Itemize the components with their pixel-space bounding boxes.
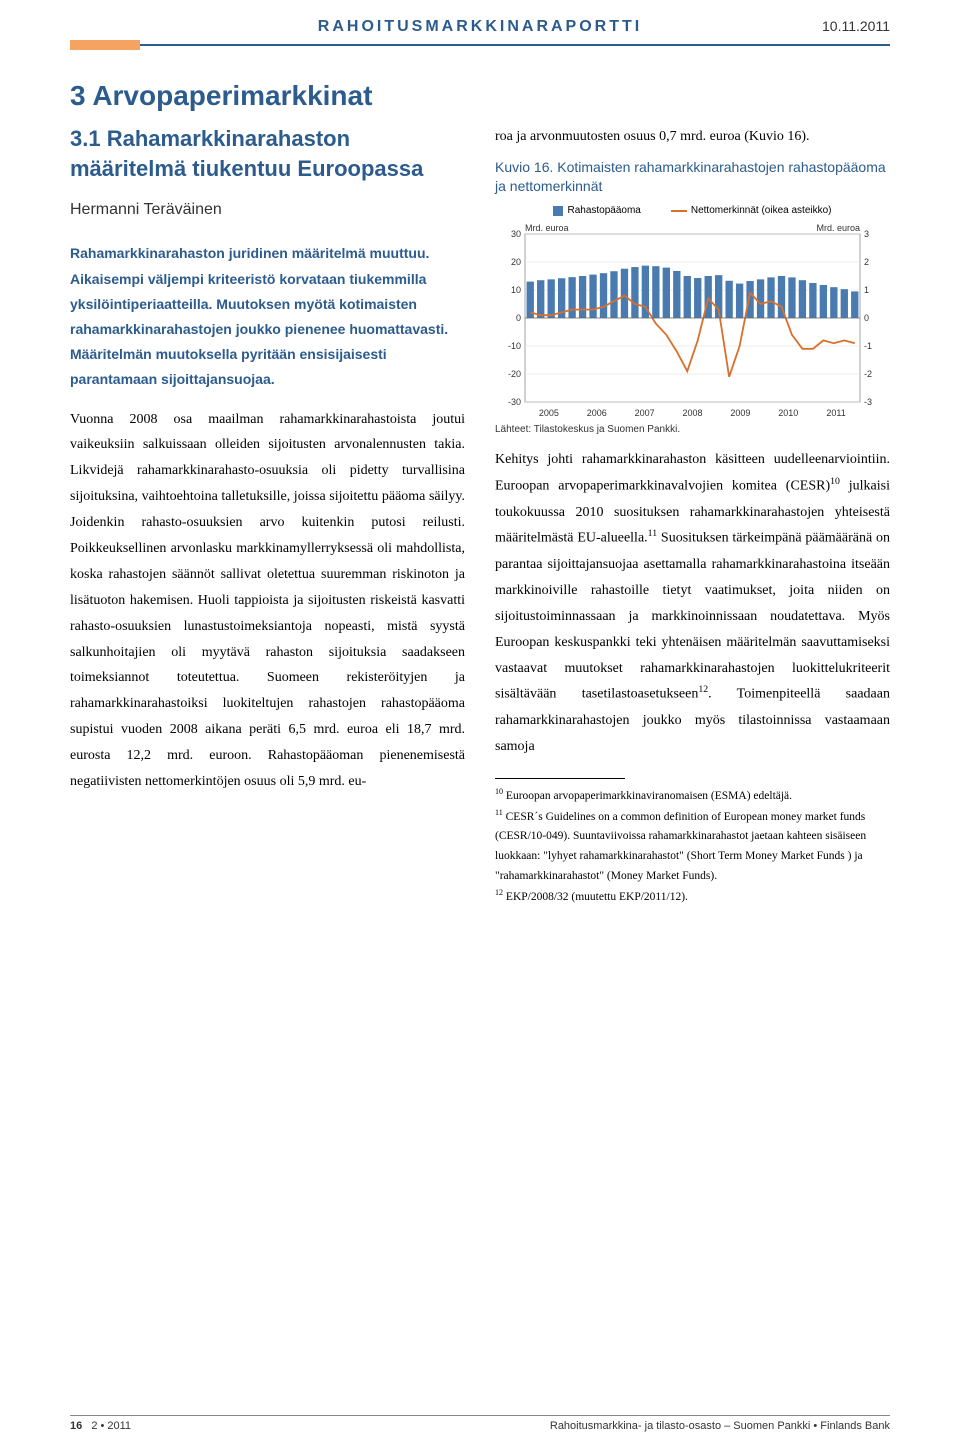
legend-line: Nettomerkinnät (oikea asteikko) [671,205,832,216]
footnote-10-text: Euroopan arvopaperimarkkinaviranomaisen … [506,790,792,802]
footnote-12: 12 EKP/2008/32 (muutettu EKP/2011/12). [495,886,890,907]
svg-text:0: 0 [864,313,869,323]
svg-text:1: 1 [864,285,869,295]
legend-line-swatch [671,210,687,212]
right-continuation: roa ja arvonmuutosten osuus 0,7 mrd. eur… [495,124,890,150]
svg-text:20: 20 [511,257,521,267]
intro-summary: Rahamarkkinarahaston juridinen määritelm… [70,241,465,392]
footnote-ref-10: 10 [830,476,840,487]
legend-bar-label: Rahastopääoma [567,205,640,216]
report-date: 10.11.2011 [822,18,890,34]
legend-line-label: Nettomerkinnät (oikea asteikko) [691,205,832,216]
svg-text:-1: -1 [864,341,872,351]
svg-text:30: 30 [511,229,521,239]
footnote-ref-11: 11 [648,528,657,539]
svg-text:2010: 2010 [778,408,798,418]
column-right: roa ja arvonmuutosten osuus 0,7 mrd. eur… [495,124,890,908]
svg-text:2005: 2005 [539,408,559,418]
footnote-separator [495,778,625,779]
header-rule [70,44,890,46]
left-body-text: Vuonna 2008 osa maailman rahamarkkinarah… [70,407,465,795]
legend-bar: Rahastopääoma [553,205,640,216]
footnote-ref-12: 12 [698,684,708,695]
footnote-10: 10 Euroopan arvopaperimarkkinaviranomais… [495,785,890,806]
section-title: 3 Arvopaperimarkkinat [70,80,890,112]
page-footer: 16 2 • 2011 Rahoitusmarkkina- ja tilasto… [70,1415,890,1432]
svg-text:2008: 2008 [682,408,702,418]
content-area: 3 Arvopaperimarkkinat 3.1 Rahamarkkinara… [0,60,960,908]
chart-source: Lähteet: Tilastokeskus ja Suomen Pankki. [495,424,890,435]
chart-container: Rahastopääoma Nettomerkinnät (oikea aste… [495,205,890,435]
svg-text:2011: 2011 [826,408,845,418]
svg-text:10: 10 [511,285,521,295]
svg-text:-2: -2 [864,369,872,379]
svg-text:2007: 2007 [635,408,655,418]
report-title: RAHOITUSMARKKINARAPORTTI [70,18,890,36]
chart-svg: -30-20-100102030-3-2-10123Mrd. euroaMrd.… [495,220,890,420]
right-body-seg1: Kehitys johti rahamarkkinarahaston käsit… [495,452,890,494]
page-number: 16 [70,1420,82,1432]
svg-text:-10: -10 [508,341,521,351]
author: Hermanni Teräväinen [70,201,465,219]
svg-text:2006: 2006 [587,408,607,418]
footer-left: 16 2 • 2011 [70,1420,131,1432]
column-left: 3.1 Rahamarkkinarahaston määritelmä tiuk… [70,124,465,908]
page-header: RAHOITUSMARKKINARAPORTTI 10.11.2011 [0,0,960,60]
chart-caption: Kuvio 16. Kotimaisten rahamarkkinarahast… [495,158,890,197]
footnote-11: 11 CESR´s Guidelines on a common definit… [495,806,890,886]
svg-text:2009: 2009 [730,408,750,418]
svg-text:-30: -30 [508,397,521,407]
footer-issue: 2 • 2011 [91,1420,131,1432]
right-body-seg3: Suosituksen tärkeimpänä päämääränä on pa… [495,531,890,702]
right-body-text: Kehitys johti rahamarkkinarahaston käsit… [495,447,890,760]
svg-text:Mrd. euroa: Mrd. euroa [525,223,569,233]
svg-text:2: 2 [864,257,869,267]
chart-legend: Rahastopääoma Nettomerkinnät (oikea aste… [495,205,890,216]
footnote-11-text: CESR´s Guidelines on a common definition… [495,811,866,882]
svg-text:0: 0 [516,313,521,323]
legend-bar-swatch [553,206,563,216]
subsection-title: 3.1 Rahamarkkinarahaston määritelmä tiuk… [70,124,465,183]
svg-text:-20: -20 [508,369,521,379]
columns: 3.1 Rahamarkkinarahaston määritelmä tiuk… [70,124,890,908]
svg-text:3: 3 [864,229,869,239]
footer-right: Rahoitusmarkkina- ja tilasto-osasto – Su… [550,1420,890,1432]
svg-text:Mrd. euroa: Mrd. euroa [816,223,860,233]
chart-plot: -30-20-100102030-3-2-10123Mrd. euroaMrd.… [495,220,890,420]
svg-text:-3: -3 [864,397,872,407]
footnote-12-text: EKP/2008/32 (muutettu EKP/2011/12). [506,891,688,903]
